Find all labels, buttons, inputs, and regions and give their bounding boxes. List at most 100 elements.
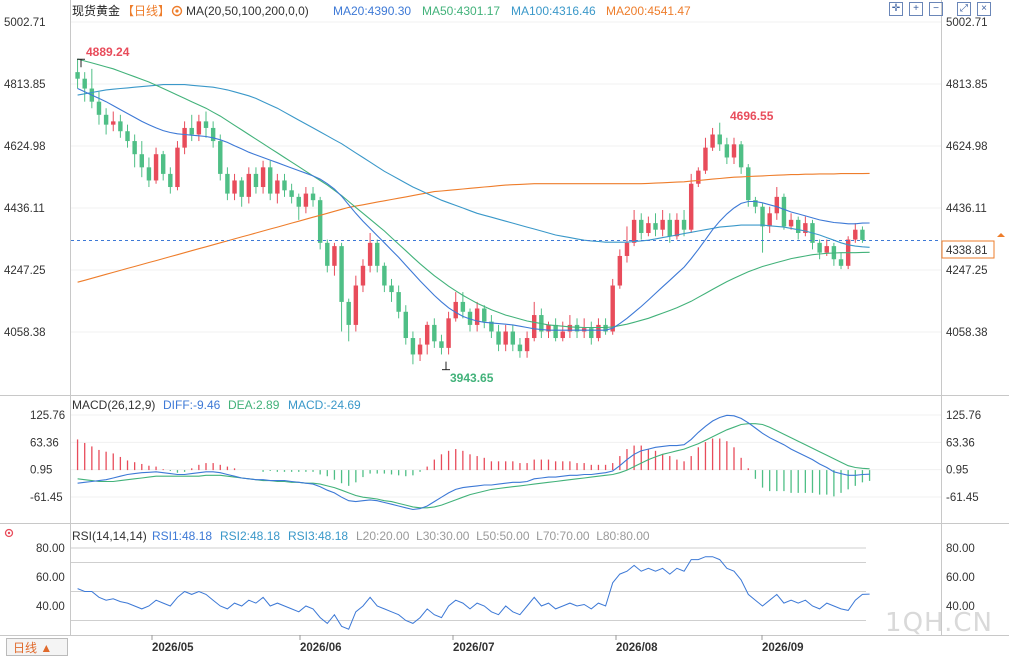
ma200-value: MA200:4541.47 xyxy=(606,4,691,18)
candle-body xyxy=(617,255,623,286)
candle-body xyxy=(139,154,144,168)
macd-dea-line xyxy=(77,423,870,509)
candle-body xyxy=(510,331,516,345)
macd-tick-right: 125.76 xyxy=(946,410,981,422)
price-marker-icon xyxy=(997,233,1005,237)
candle-body xyxy=(646,223,651,233)
candle-body xyxy=(424,324,430,345)
candle-body xyxy=(189,127,194,135)
candle-body xyxy=(803,223,808,233)
candle-body xyxy=(631,219,637,243)
close-icon[interactable]: × xyxy=(977,2,991,16)
candle-body xyxy=(132,141,137,155)
zoom-in-icon[interactable]: + xyxy=(909,2,923,16)
price-tick-right: 4247.25 xyxy=(946,265,988,277)
candle-body xyxy=(546,324,551,332)
rsi2-value: RSI2:48.18 xyxy=(220,529,280,543)
candle-body xyxy=(225,173,230,194)
ma200-line xyxy=(77,172,870,283)
rsi-label: RSI(14,14,14) xyxy=(72,529,147,543)
chart-frame xyxy=(0,0,1009,636)
ma50-line xyxy=(77,58,870,329)
main-price-axis: 5002.71 5002.71 4813.85 4813.85 4624.98 4624.… xyxy=(4,17,988,371)
candle-body xyxy=(439,341,444,348)
rsi-tick-left: 40.00 xyxy=(36,601,65,613)
ma20-line xyxy=(77,88,870,331)
rsi-settings-icon[interactable] xyxy=(4,528,14,538)
candle-body xyxy=(317,200,323,243)
last-price-box xyxy=(941,240,995,259)
candle-body xyxy=(168,173,173,188)
candle-body xyxy=(403,311,408,339)
candle-body xyxy=(453,301,458,319)
candle-body xyxy=(268,167,273,194)
macd-tick-right: 0.95 xyxy=(946,465,968,477)
price-tick-left: 4624.98 xyxy=(4,141,46,153)
candle-body xyxy=(774,196,780,214)
candle-body xyxy=(653,223,658,230)
candle-body xyxy=(474,308,480,325)
move-icon[interactable]: ✛ xyxy=(889,2,903,16)
candle-body xyxy=(660,219,665,230)
ma-settings-icon[interactable] xyxy=(171,5,183,17)
rsi-tick-right: 80.00 xyxy=(946,543,975,555)
candle-body xyxy=(203,121,209,128)
price-tick-left: 4247.25 xyxy=(4,265,46,277)
rsi1-value: RSI1:48.18 xyxy=(152,529,212,543)
price-tick-right: 4624.98 xyxy=(946,141,988,153)
price-tick-left: 4058.38 xyxy=(4,327,46,339)
date-label: 2026/09 xyxy=(762,642,804,654)
candle-body xyxy=(303,193,309,207)
main-price-grid xyxy=(71,21,941,333)
candle-body xyxy=(382,265,387,286)
rsi1-line xyxy=(77,556,870,630)
macd-tick-right: 63.36 xyxy=(946,437,975,449)
maximize-icon[interactable]: ⤢ xyxy=(957,2,971,16)
candle-body xyxy=(467,311,473,325)
ma100-line xyxy=(77,84,870,248)
macd-tick-left: 0.95 xyxy=(30,465,52,477)
candle-body xyxy=(218,141,223,174)
watermark: 1QH.CN xyxy=(885,608,993,638)
rsi-tick-right: 60.00 xyxy=(946,572,975,584)
candle-body xyxy=(353,285,359,325)
macd-grid xyxy=(71,414,941,498)
second-high-annotation: 4696.55 xyxy=(730,109,774,123)
candle-body xyxy=(339,246,344,302)
candle-body xyxy=(724,144,730,158)
candle-body xyxy=(460,301,466,312)
rsi-tick-left: 80.00 xyxy=(36,543,65,555)
candle-body xyxy=(325,242,330,266)
zoom-out-icon[interactable]: − xyxy=(929,2,943,16)
candle-body xyxy=(346,301,351,325)
candle-body xyxy=(610,285,615,332)
rsi3-value: RSI3:48.18 xyxy=(288,529,348,543)
candle-body xyxy=(788,219,794,227)
candle-body xyxy=(103,114,109,125)
candle-body xyxy=(111,121,116,125)
price-tick-left: 5002.71 xyxy=(4,17,46,29)
candle-body xyxy=(75,72,80,79)
macd-dea-value: DEA:2.89 xyxy=(228,398,280,412)
candle-body xyxy=(446,318,451,348)
candle-body xyxy=(639,219,644,233)
macd-tick-right: -61.45 xyxy=(946,492,979,504)
candle-body xyxy=(517,344,523,352)
ma20-value: MA20:4390.30 xyxy=(333,4,411,18)
candle-body xyxy=(275,180,280,194)
candle-body xyxy=(332,246,337,266)
candle-body xyxy=(624,242,630,256)
candle-body xyxy=(496,331,501,345)
candle-body xyxy=(760,206,765,227)
candle-body xyxy=(524,338,530,352)
macd-histogram xyxy=(76,438,871,497)
candle-body xyxy=(253,173,259,188)
period-select-button[interactable]: 日线 ▲ xyxy=(6,638,68,656)
macd-tick-left: 125.76 xyxy=(30,410,65,422)
candle-body xyxy=(817,242,822,253)
date-label: 2026/07 xyxy=(453,642,495,654)
candle-body xyxy=(389,285,394,293)
candle-body xyxy=(703,147,708,171)
candle-body xyxy=(196,121,202,135)
